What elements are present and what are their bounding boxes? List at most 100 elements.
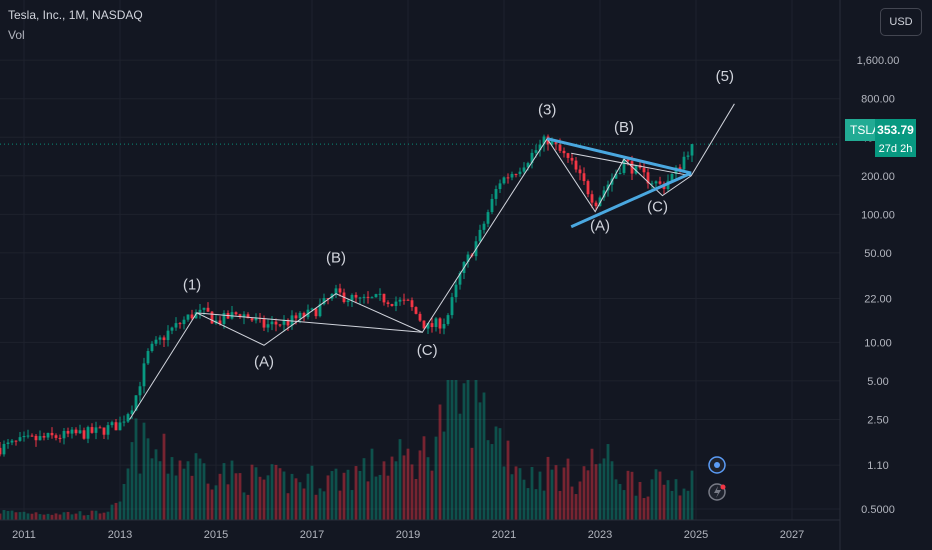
time-tick-label: 2021 — [492, 529, 516, 541]
candle-body — [518, 171, 522, 175]
volume-bar — [430, 470, 434, 520]
candle-body — [82, 430, 86, 439]
volume-bar — [326, 475, 330, 520]
candle-body — [210, 311, 214, 324]
candle-body — [494, 189, 498, 199]
triangle-trendlines — [546, 137, 692, 229]
volume-bar — [122, 483, 126, 520]
volume-bar — [18, 512, 22, 520]
candle-body — [514, 173, 518, 175]
volume-bar — [574, 494, 578, 520]
candle-body — [506, 177, 510, 179]
volume-bar — [522, 479, 526, 520]
candle-body — [406, 299, 410, 301]
volume-bar — [594, 464, 598, 520]
price-tick-label: 5.00 — [867, 376, 888, 388]
volume-bar — [190, 475, 194, 520]
volume-bar — [666, 480, 670, 520]
volume-bar — [262, 479, 266, 520]
volume-bar — [6, 510, 10, 520]
volume-bar — [678, 495, 682, 520]
volume-bar — [674, 479, 678, 520]
candle-body — [22, 435, 26, 438]
volume-bar — [298, 482, 302, 520]
volume-bar — [290, 473, 294, 520]
time-axis[interactable]: 2011 2013 2015 2017 2019 2021 2023 2025 2027 — [0, 519, 840, 541]
candle-body — [6, 442, 10, 444]
candle-body — [102, 427, 106, 435]
candle-body — [278, 324, 282, 326]
volume-bar — [534, 489, 538, 520]
volume-bar — [302, 488, 306, 520]
candle-body — [74, 429, 78, 434]
candle-body — [246, 314, 250, 319]
wave-label: (1) — [183, 276, 201, 293]
chart-grid — [0, 0, 840, 520]
candle-body — [218, 320, 222, 325]
trend-line — [546, 137, 692, 175]
candle-body — [90, 427, 94, 433]
wave-label: (B) — [326, 250, 346, 267]
volume-bar — [398, 439, 402, 520]
volume-bar — [58, 514, 62, 520]
candle-body — [482, 223, 486, 230]
time-tick-label: 2015 — [204, 529, 228, 541]
volume-bar — [146, 438, 150, 520]
time-tick-label: 2025 — [684, 529, 708, 541]
volume-label: Vol — [8, 28, 25, 42]
volume-bar — [314, 494, 318, 520]
price-axis[interactable]: 1,600.00800.00400.00200.00100.0050.0022.… — [839, 0, 899, 550]
volume-bar — [102, 512, 106, 520]
volume-bar — [174, 475, 178, 520]
volume-bar — [294, 478, 298, 520]
volume-bar — [390, 456, 394, 520]
time-tick-label: 2013 — [108, 529, 132, 541]
volume-bar — [114, 502, 118, 520]
candle-body — [614, 173, 618, 179]
price-tick-label: 800.00 — [861, 94, 895, 106]
candle-body — [86, 427, 90, 439]
candle-body — [122, 421, 126, 423]
volume-bar — [530, 467, 534, 520]
volume-bar — [570, 486, 574, 520]
candle-body — [458, 273, 462, 285]
volume-bar — [254, 467, 258, 520]
volume-bar — [334, 468, 338, 520]
volume-bar — [86, 514, 90, 520]
volume-bar — [50, 514, 54, 520]
candle-body — [642, 167, 646, 173]
candle-body — [310, 308, 314, 310]
volume-bars — [0, 380, 694, 520]
candle-body — [38, 436, 42, 441]
volume-bar — [510, 474, 514, 520]
candle-body — [438, 318, 442, 329]
volume-bar — [414, 478, 418, 520]
candle-body — [178, 323, 182, 325]
volume-bar — [450, 380, 454, 520]
currency-button[interactable]: USD — [880, 8, 922, 36]
price-tick-label: 2.50 — [867, 414, 888, 426]
notification-dot — [720, 484, 726, 490]
volume-bar — [70, 514, 74, 520]
volume-bar — [66, 511, 70, 520]
volume-bar — [22, 511, 26, 520]
volume-bar — [686, 490, 690, 520]
candle-body — [262, 318, 266, 328]
candle-body — [478, 229, 482, 242]
volume-bar — [10, 510, 14, 520]
candle-body — [98, 427, 102, 429]
volume-bar — [370, 448, 374, 520]
candle-body — [266, 324, 270, 328]
volume-bar — [690, 470, 694, 520]
candle-body — [70, 429, 74, 434]
volume-bar — [614, 479, 618, 520]
volume-bar — [422, 436, 426, 520]
price-tick-label: 50.00 — [864, 248, 892, 260]
candle-body — [34, 435, 38, 441]
volume-bar — [26, 513, 30, 520]
candle-body — [230, 312, 234, 319]
wave-label: (C) — [417, 342, 438, 359]
volume-bar — [82, 515, 86, 520]
volume-bar — [654, 469, 658, 520]
